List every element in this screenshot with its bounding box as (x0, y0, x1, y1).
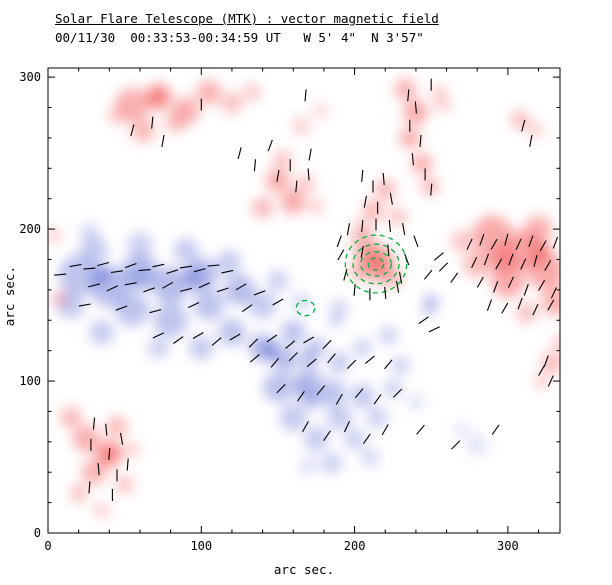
y-tick-label: 300 (19, 70, 41, 84)
y-tick-label: 0 (34, 526, 41, 540)
axes-layer: 0 100 200 300 0 100 200 300 (19, 67, 561, 553)
x-tick-label: 300 (497, 539, 519, 553)
x-tick-label: 200 (344, 539, 366, 553)
x-axis-label: arc sec. (273, 562, 335, 577)
x-tick-label: 100 (190, 539, 212, 553)
y-tick-label: 200 (19, 222, 41, 236)
polarity-blob-layer (48, 78, 560, 518)
vector-layer (54, 78, 559, 501)
y-tick-label: 100 (19, 374, 41, 388)
plot-title: Solar Flare Telescope (MTK) : vector mag… (55, 11, 439, 26)
contour-layer (295, 234, 408, 317)
y-axis-label: arc sec. (2, 266, 17, 327)
plot-subtitle: 00/11/30 00:33:53-00:34:59 UT W 5' 4" N … (55, 30, 424, 45)
x-tick-label: 0 (44, 539, 51, 553)
